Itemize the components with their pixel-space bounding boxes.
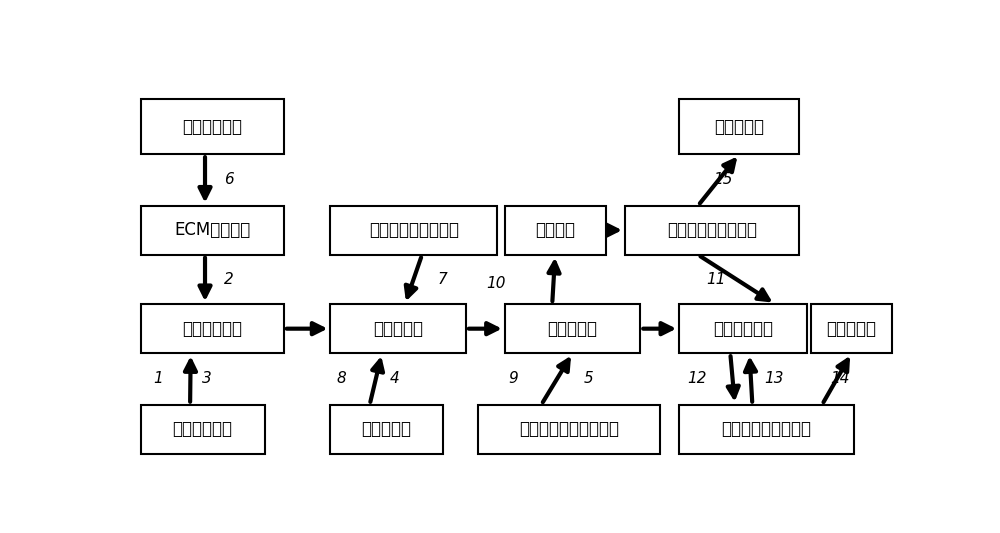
Text: 分压电路: 分压电路 xyxy=(535,221,575,239)
Bar xyxy=(679,304,807,353)
Bar xyxy=(330,405,443,454)
Bar xyxy=(330,206,497,255)
Text: 14: 14 xyxy=(830,372,849,386)
Text: 4: 4 xyxy=(390,372,399,386)
Text: 第二电磁铁: 第二电磁铁 xyxy=(827,320,877,338)
Text: 3: 3 xyxy=(202,372,212,386)
Bar xyxy=(679,405,854,454)
Text: 10: 10 xyxy=(486,276,506,291)
Bar xyxy=(140,206,284,255)
Text: 第一电磁铁: 第一电磁铁 xyxy=(714,118,764,135)
Bar xyxy=(625,206,799,255)
Text: 驻极体传声器: 驻极体传声器 xyxy=(182,118,242,135)
Text: 倒向放大电路: 倒向放大电路 xyxy=(713,320,773,338)
Text: 7: 7 xyxy=(438,272,447,287)
Text: 11: 11 xyxy=(706,272,725,287)
Bar xyxy=(679,99,799,154)
Text: 开关电路及启动按键: 开关电路及启动按键 xyxy=(369,221,459,239)
Text: 第一可控硅驱动电路: 第一可控硅驱动电路 xyxy=(667,221,757,239)
Bar xyxy=(330,304,466,353)
Text: 9: 9 xyxy=(508,372,518,386)
Bar xyxy=(140,99,284,154)
Text: 1: 1 xyxy=(153,372,163,386)
Bar xyxy=(478,405,660,454)
Text: 12: 12 xyxy=(688,372,707,386)
Text: ECM放大电路: ECM放大电路 xyxy=(174,221,250,239)
Text: 定时器电路: 定时器电路 xyxy=(373,320,423,338)
Text: 振荡器频率设定电位器: 振荡器频率设定电位器 xyxy=(519,420,619,438)
Text: 第一电位器: 第一电位器 xyxy=(362,420,412,438)
Bar xyxy=(505,206,606,255)
Text: 15: 15 xyxy=(714,172,733,188)
Text: 13: 13 xyxy=(764,372,783,386)
Text: 6: 6 xyxy=(224,172,234,188)
Text: 5: 5 xyxy=(584,372,594,386)
Bar xyxy=(140,304,284,353)
Text: 倍压整流电路: 倍压整流电路 xyxy=(182,320,242,338)
Bar xyxy=(140,405,264,454)
Bar xyxy=(811,304,892,353)
Text: 2: 2 xyxy=(224,272,234,287)
Text: 8: 8 xyxy=(337,372,346,386)
Text: 第二可控硅驱动电路: 第二可控硅驱动电路 xyxy=(721,420,811,438)
Text: 振荡器电路: 振荡器电路 xyxy=(548,320,598,338)
Text: 电源供电单元: 电源供电单元 xyxy=(173,420,232,438)
Bar xyxy=(505,304,640,353)
